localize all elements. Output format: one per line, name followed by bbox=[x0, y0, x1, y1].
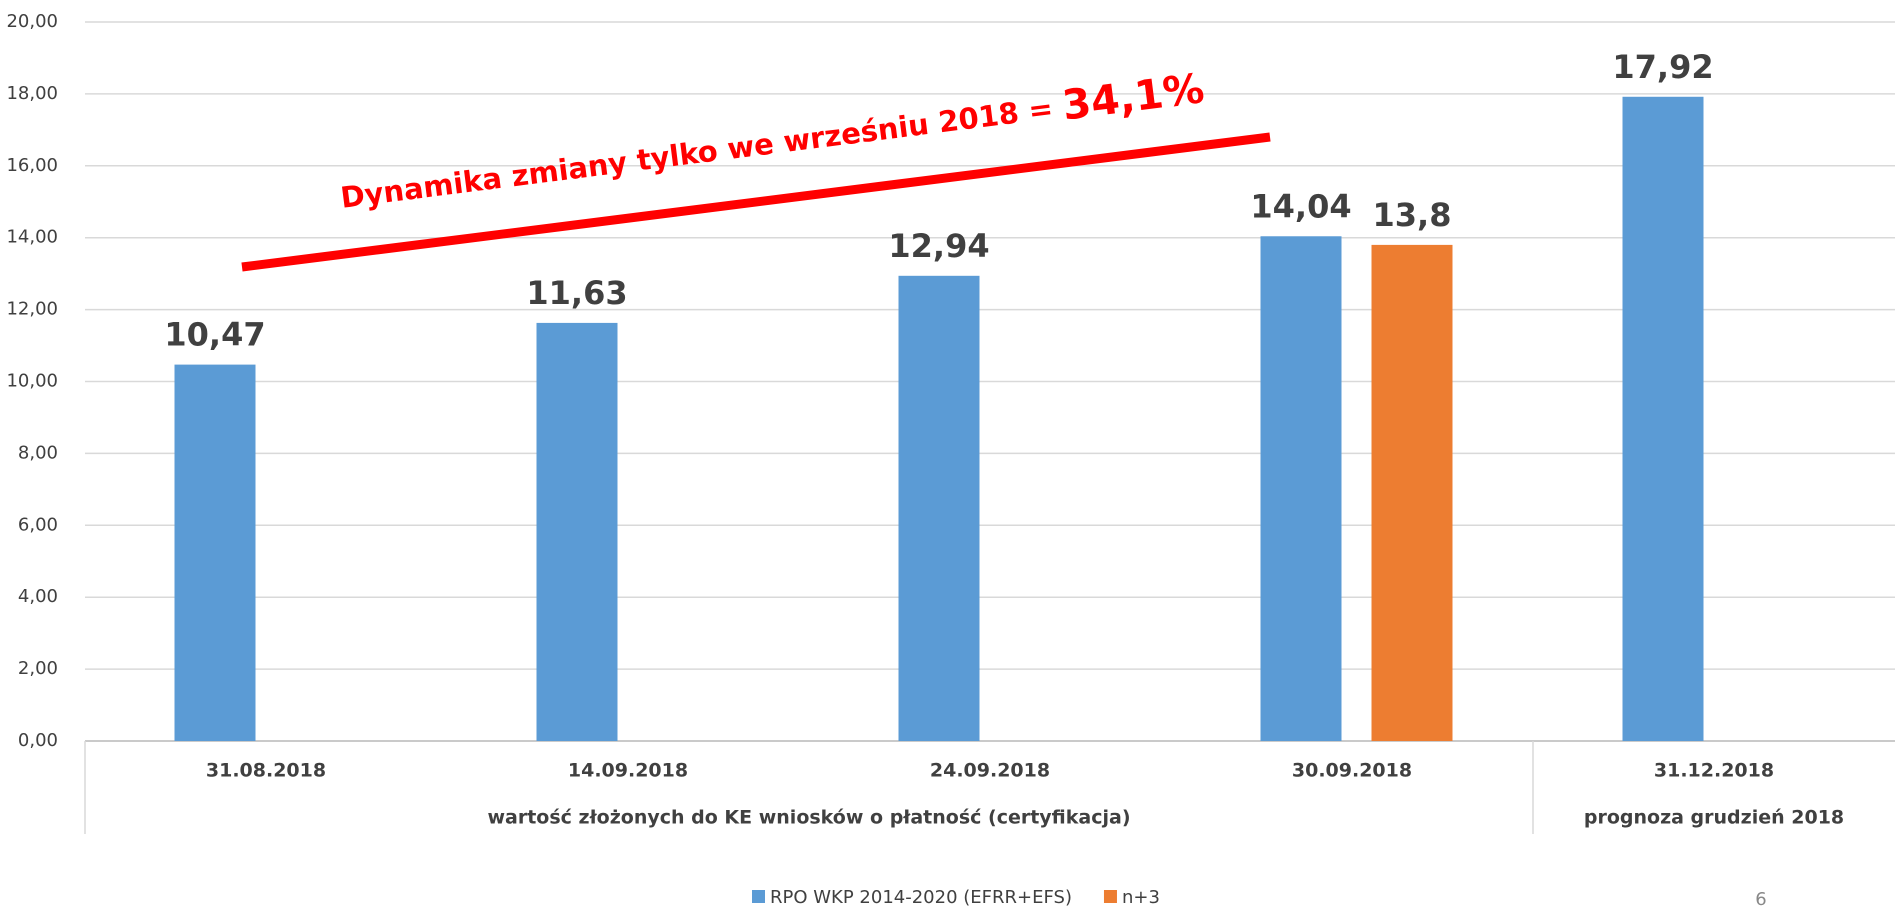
value-label: 14,04 bbox=[1250, 187, 1351, 225]
y-tick-label: 12,00 bbox=[6, 299, 58, 320]
y-tick-label: 20,00 bbox=[6, 11, 58, 32]
legend-swatch bbox=[1103, 890, 1117, 903]
bar bbox=[1371, 244, 1453, 741]
bar bbox=[898, 275, 980, 741]
bar bbox=[1260, 236, 1342, 741]
x-tick-label: 31.08.2018 bbox=[206, 760, 326, 782]
legend-label: RPO WKP 2014-2020 (EFRR+EFS) bbox=[770, 887, 1072, 908]
group-label: prognoza grudzień 2018 bbox=[1584, 807, 1844, 829]
x-tick-label: 14.09.2018 bbox=[568, 760, 688, 782]
value-label: 10,47 bbox=[164, 316, 265, 354]
y-tick-label: 10,00 bbox=[6, 371, 58, 392]
annotation-text: Dynamika zmiany tylko we wrześniu 2018 = bbox=[339, 90, 1065, 215]
page-number: 6 bbox=[1755, 889, 1766, 908]
y-tick-label: 16,00 bbox=[6, 155, 58, 176]
y-tick-label: 14,00 bbox=[6, 227, 58, 248]
x-tick-label: 31.12.2018 bbox=[1654, 760, 1774, 782]
y-tick-label: 8,00 bbox=[18, 442, 58, 463]
bar bbox=[536, 322, 618, 741]
y-tick-label: 4,00 bbox=[18, 586, 58, 607]
legend-label: n+3 bbox=[1122, 887, 1160, 908]
bar bbox=[1622, 96, 1704, 741]
value-label: 11,63 bbox=[526, 274, 627, 312]
y-tick-label: 0,00 bbox=[18, 730, 58, 751]
value-label: 12,94 bbox=[888, 227, 989, 265]
value-label: 17,92 bbox=[1612, 48, 1713, 86]
y-tick-label: 18,00 bbox=[6, 83, 58, 104]
x-tick-label: 24.09.2018 bbox=[930, 760, 1050, 782]
value-label: 13,8 bbox=[1373, 196, 1452, 234]
bar bbox=[174, 364, 256, 741]
trend-arrow-line bbox=[241, 132, 1271, 272]
y-tick-label: 6,00 bbox=[18, 514, 58, 535]
annotation-highlight: 34,1% bbox=[1060, 64, 1207, 129]
y-tick-label: 2,00 bbox=[18, 658, 58, 679]
group-label: wartość złożonych do KE wniosków o płatn… bbox=[487, 807, 1130, 829]
legend-swatch bbox=[752, 890, 765, 903]
x-tick-label: 30.09.2018 bbox=[1292, 760, 1412, 782]
